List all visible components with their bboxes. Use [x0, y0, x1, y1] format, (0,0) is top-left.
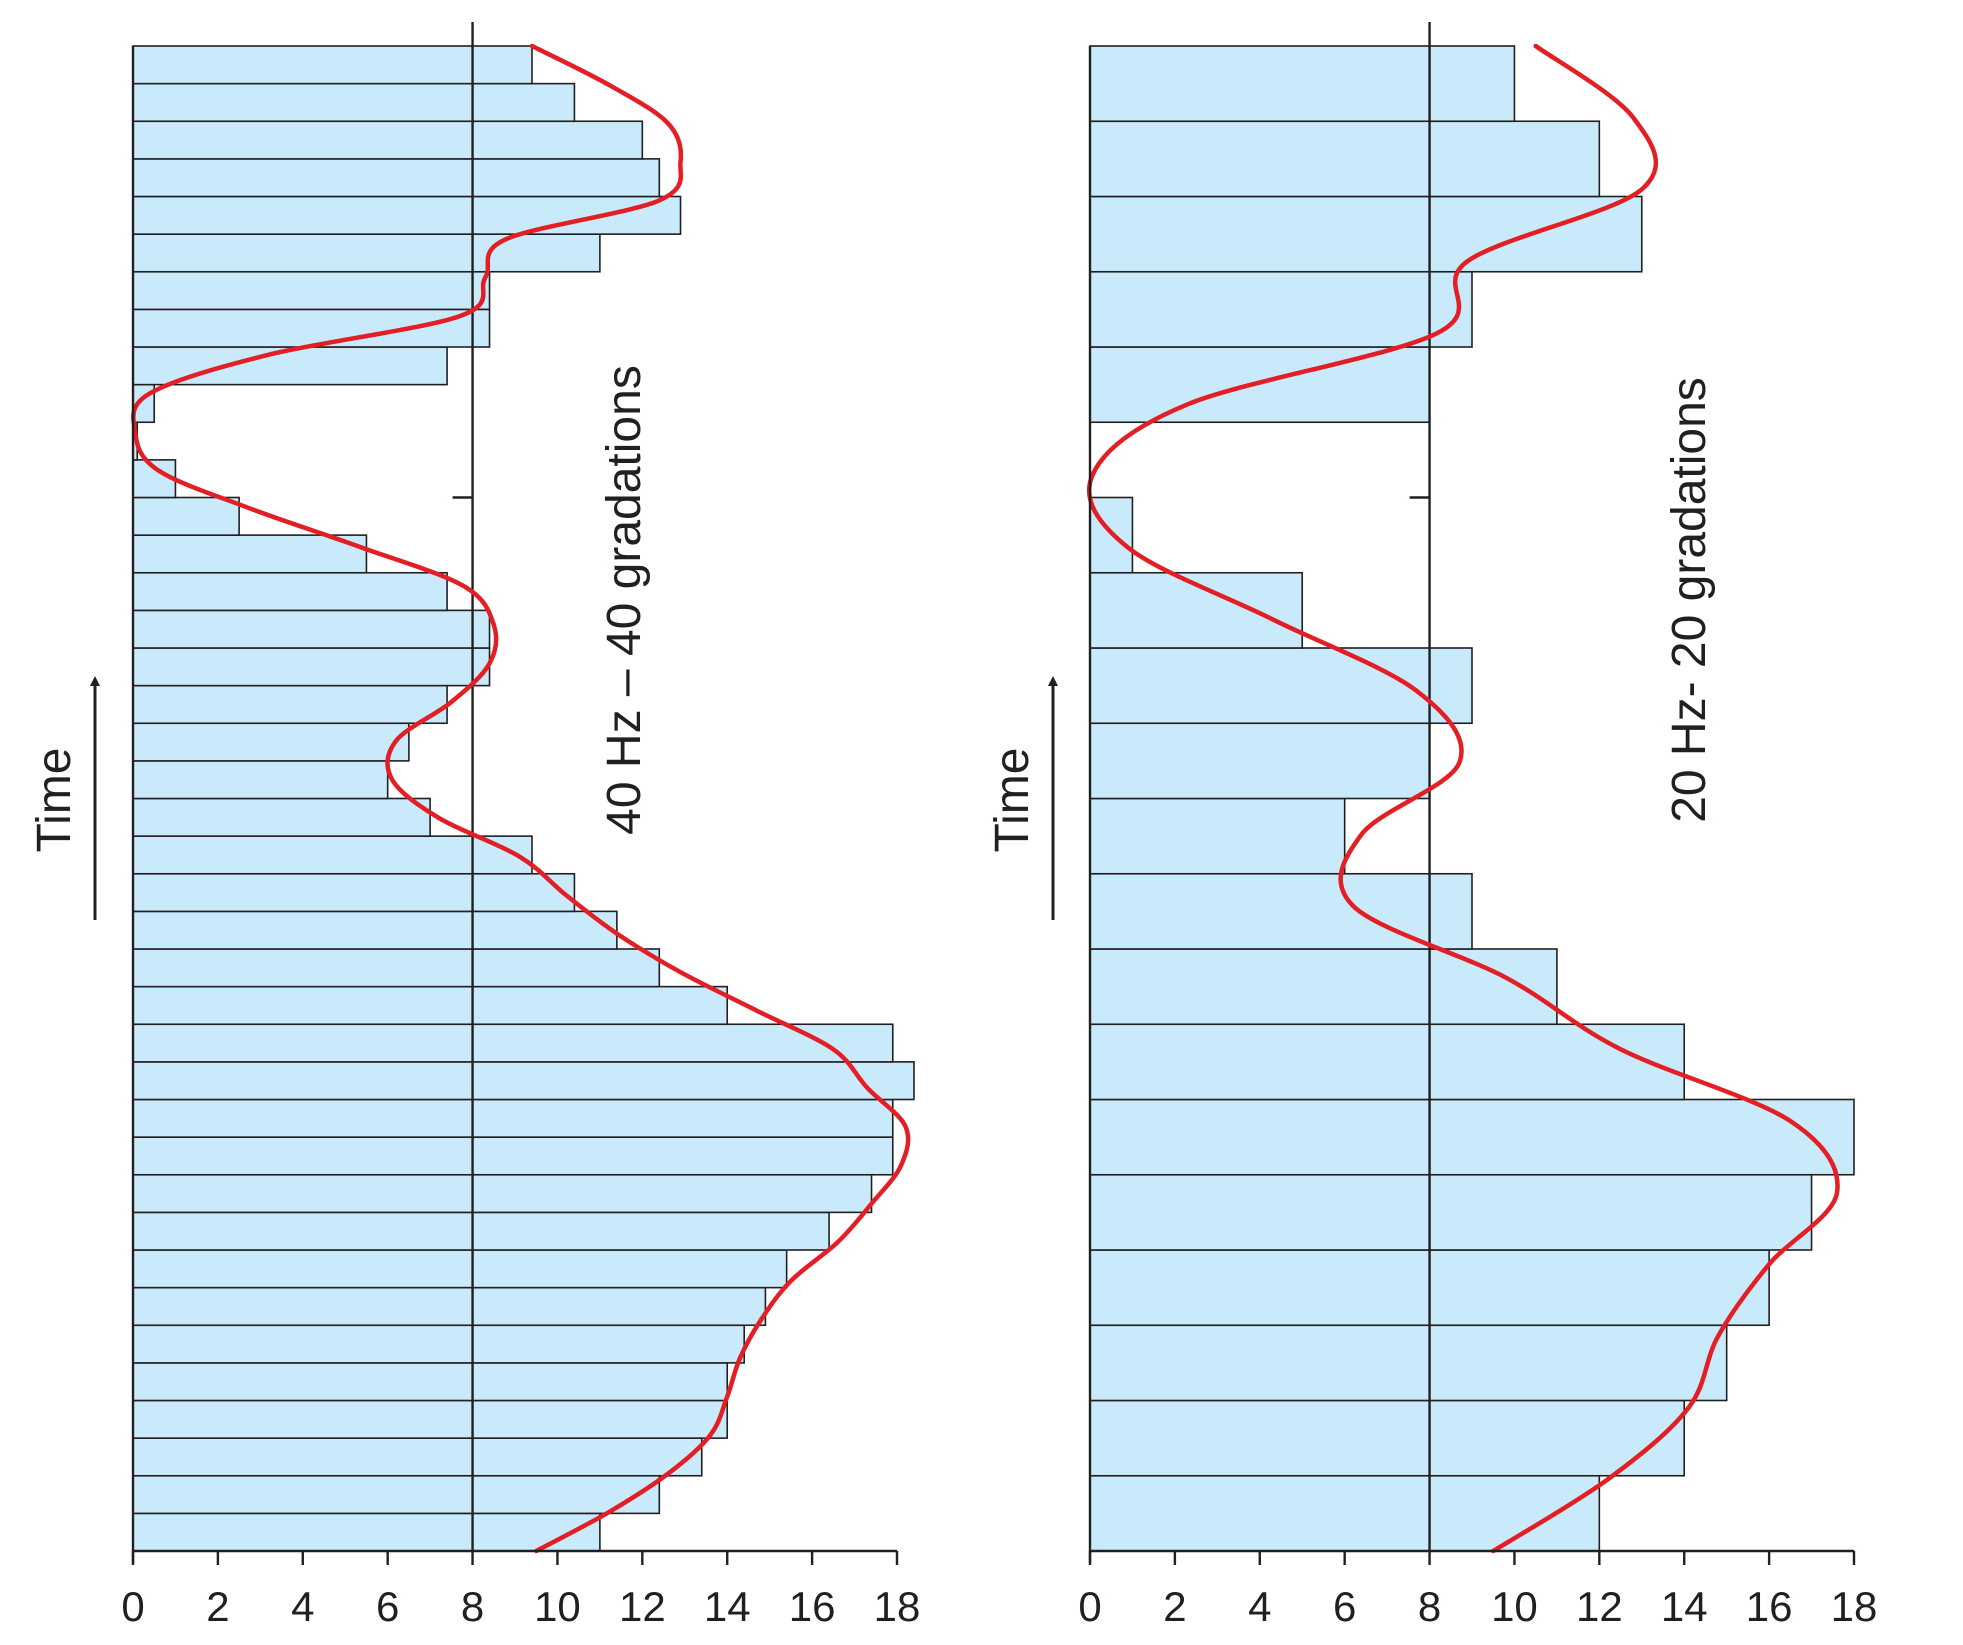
bar: [1089, 1173, 1813, 1251]
chart-panel-40hz: 0 2 4 6 8 10 12 14 16 18 Time 40 Hz – 40 gradatio…: [28, 22, 920, 1630]
x-tick-label: 12: [1576, 1583, 1623, 1630]
trend-curve: [131, 43, 911, 1554]
bar: [132, 910, 618, 950]
bar: [132, 158, 661, 198]
bar: [132, 1286, 767, 1327]
bar: [132, 571, 448, 612]
bar: [1089, 270, 1473, 348]
x-tick-label: 8: [461, 1583, 484, 1630]
x-tick-label: 10: [534, 1583, 581, 1630]
x-tick-label: 4: [291, 1583, 314, 1630]
bar: [132, 647, 491, 687]
bar: [132, 1211, 830, 1251]
bars-group: [1089, 45, 1855, 1552]
bar: [1089, 1098, 1855, 1176]
bar: [132, 1173, 873, 1214]
x-tick-label: 2: [206, 1583, 229, 1630]
bar: [1089, 120, 1601, 198]
x-tick-label: 14: [704, 1583, 751, 1630]
bar: [1089, 797, 1346, 875]
bar: [132, 948, 661, 988]
bar: [132, 308, 491, 348]
bar: [1089, 647, 1473, 725]
bar: [1089, 195, 1643, 273]
curve-group: [1086, 43, 1840, 1554]
bar: [132, 82, 576, 123]
trend-curve: [1086, 43, 1840, 1554]
bar: [132, 1023, 894, 1063]
bars-group: [132, 45, 915, 1552]
x-tick-label: 6: [1333, 1583, 1356, 1630]
x-tick-label: 8: [1418, 1583, 1441, 1630]
bar: [132, 1474, 661, 1515]
bar: [132, 985, 729, 1026]
x-axis: [131, 46, 899, 1565]
bar: [1089, 1474, 1601, 1552]
x-tick-label: 12: [619, 1583, 666, 1630]
x-tick-label: 2: [1163, 1583, 1186, 1630]
x-tick-label: 16: [1746, 1583, 1793, 1630]
x-tick-label: 18: [874, 1583, 921, 1630]
x-tick-label: 14: [1661, 1583, 1708, 1630]
reference-line-group: [452, 22, 474, 1551]
bar: [132, 872, 576, 913]
bar: [132, 1362, 729, 1402]
bar: [132, 534, 368, 574]
x-tick-label: 6: [376, 1583, 399, 1630]
bar: [1089, 1399, 1686, 1477]
bar: [132, 270, 491, 311]
x-tick-label: 0: [1078, 1583, 1101, 1630]
bar: [132, 496, 240, 536]
bar: [132, 1136, 894, 1176]
time-indicator: Time: [986, 676, 1058, 920]
bar: [132, 45, 533, 85]
x-tick-label: 16: [789, 1583, 836, 1630]
chart-panel-20hz: 0 2 4 6 8 10 12 14 16 18 Time 20 Hz- 20 gradation…: [986, 22, 1877, 1630]
x-tick-label: 18: [1831, 1583, 1878, 1630]
bar: [132, 1399, 729, 1439]
bar: [132, 684, 448, 725]
bar: [132, 797, 431, 837]
bar: [132, 835, 533, 875]
chart-title: 20 Hz- 20 gradations: [1663, 377, 1716, 823]
reference-line-group: [1409, 22, 1431, 1551]
bar: [132, 1061, 915, 1101]
x-tick-labels: 0 2 4 6 8 10 12 14 16 18: [1078, 1583, 1877, 1630]
x-tick-labels: 0 2 4 6 8 10 12 14 16 18: [121, 1583, 920, 1630]
x-tick-label: 4: [1248, 1583, 1271, 1630]
chart-title: 40 Hz – 40 gradations: [598, 365, 651, 835]
bar: [132, 120, 644, 160]
bar: [1089, 45, 1516, 123]
time-label: Time: [28, 748, 81, 853]
time-label: Time: [986, 748, 1039, 853]
bar: [1089, 948, 1558, 1026]
x-tick-label: 10: [1491, 1583, 1538, 1630]
bar: [132, 722, 410, 762]
bar: [132, 233, 601, 273]
time-indicator: Time: [28, 676, 100, 920]
bar: [132, 1437, 703, 1477]
bar: [132, 760, 389, 800]
x-tick-label: 0: [121, 1583, 144, 1630]
bar: [132, 1512, 601, 1552]
bar: [132, 1249, 788, 1289]
bar: [132, 609, 491, 649]
bar: [132, 1324, 746, 1364]
bar: [132, 1098, 894, 1138]
x-axis: [1088, 46, 1856, 1565]
bar: [1089, 1324, 1728, 1402]
bar: [1089, 722, 1431, 800]
curve-group: [131, 43, 911, 1554]
